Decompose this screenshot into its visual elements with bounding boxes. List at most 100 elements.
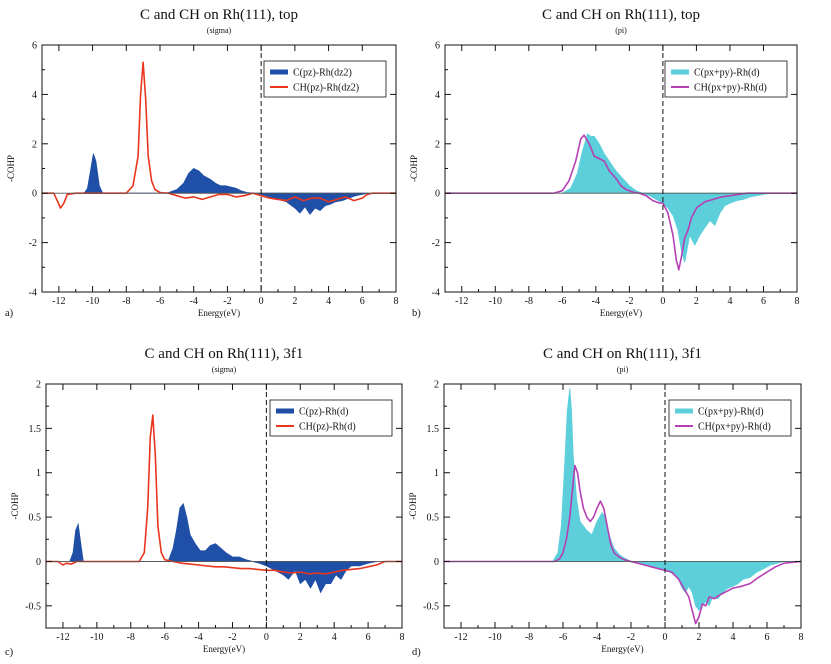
y-tick-label: 0 bbox=[32, 189, 37, 200]
y-axis-label: -COHP bbox=[6, 155, 16, 182]
series-line-1 bbox=[46, 414, 402, 575]
chart-subtitle: (sigma) bbox=[212, 365, 237, 374]
x-tick-label: -12 bbox=[454, 632, 467, 643]
x-axis-label: Energy(eV) bbox=[203, 644, 245, 654]
chart-title: C and CH on Rh(111), top bbox=[542, 7, 700, 23]
x-tick-label: 8 bbox=[795, 296, 800, 307]
panel-b: C and CH on Rh(111), top (pi) -12 -10 -8 -6 -4… bbox=[409, 7, 800, 319]
y-tick-label: -0.5 bbox=[423, 601, 439, 612]
series-line-1 bbox=[445, 134, 797, 271]
y-tick-label: 0 bbox=[435, 189, 440, 200]
y-tick-label: 1 bbox=[434, 468, 439, 479]
x-tick-label: -2 bbox=[625, 296, 633, 307]
x-tick-label: 4 bbox=[326, 296, 331, 307]
x-tick-label: -6 bbox=[156, 296, 164, 307]
x-tick-label: 0 bbox=[264, 632, 269, 643]
x-tick-label: 0 bbox=[663, 632, 668, 643]
panel-d: C and CH on Rh(111), 3f1 (pi) -12 -10 -8 -6 -4… bbox=[408, 346, 804, 658]
x-tick-label: 4 bbox=[731, 632, 736, 643]
x-tick-label: -6 bbox=[559, 632, 567, 643]
x-tick-label: 8 bbox=[799, 632, 804, 643]
legend-box bbox=[664, 60, 788, 98]
x-tick-label: -10 bbox=[489, 296, 502, 307]
legend-label: C(px+py)-Rh(d) bbox=[694, 68, 760, 79]
x-tick-label: -4 bbox=[592, 296, 600, 307]
plot-frame bbox=[443, 383, 802, 629]
x-tick-label: -12 bbox=[52, 296, 65, 307]
x-tick-label: -4 bbox=[194, 632, 202, 643]
legend-label: C(pz)-Rh(d) bbox=[299, 407, 348, 418]
x-tick-label: 2 bbox=[298, 632, 303, 643]
x-tick-label: 8 bbox=[394, 296, 399, 307]
series-area-0 bbox=[69, 502, 377, 594]
x-tick-label: -2 bbox=[627, 632, 635, 643]
legend: C(pz)-Rh(d) CH(pz)-Rh(d) bbox=[269, 399, 393, 437]
plot-frame bbox=[45, 383, 403, 629]
legend-label: CH(px+py)-Rh(d) bbox=[694, 83, 767, 94]
panel-a: C and CH on Rh(111), top (sigma) -12 -10 -8 -… bbox=[5, 7, 399, 319]
y-tick-label: 2 bbox=[32, 139, 37, 150]
x-tick-label: 6 bbox=[366, 632, 371, 643]
legend: C(px+py)-Rh(d) CH(px+py)-Rh(d) bbox=[664, 60, 788, 98]
y-axis-label: -COHP bbox=[409, 155, 419, 182]
x-tick-label: 0 bbox=[660, 296, 665, 307]
plot-area bbox=[444, 388, 801, 625]
series-line-1 bbox=[444, 464, 801, 625]
chart-subtitle: (pi) bbox=[617, 365, 629, 374]
y-axis-label: -COHP bbox=[10, 492, 20, 519]
chart-title: C and CH on Rh(111), 3f1 bbox=[145, 346, 304, 362]
x-tick-label: 4 bbox=[727, 296, 732, 307]
series-line-1 bbox=[42, 61, 396, 209]
y-tick-label: 6 bbox=[435, 41, 440, 52]
x-tick-label: 6 bbox=[761, 296, 766, 307]
x-axis-label: Energy(eV) bbox=[600, 308, 642, 318]
y-tick-label: 1.5 bbox=[427, 424, 440, 435]
legend-box bbox=[668, 399, 792, 437]
x-tick-label: -2 bbox=[228, 632, 236, 643]
y-tick-label: 6 bbox=[32, 41, 37, 52]
legend-label: CH(pz)-Rh(dz2) bbox=[293, 83, 359, 94]
x-tick-label: 0 bbox=[259, 296, 264, 307]
x-tick-label: 2 bbox=[292, 296, 297, 307]
chart-subtitle: (pi) bbox=[615, 26, 627, 35]
legend-box bbox=[263, 60, 387, 98]
y-tick-label: -4 bbox=[432, 288, 440, 299]
y-tick-label: 0 bbox=[36, 557, 41, 568]
y-tick-label: 4 bbox=[435, 90, 440, 101]
legend-label: CH(pz)-Rh(d) bbox=[299, 422, 356, 433]
y-tick-label: 0.5 bbox=[427, 513, 440, 524]
panel-label: a) bbox=[5, 308, 14, 319]
x-tick-label: -10 bbox=[86, 296, 99, 307]
y-tick-label: -0.5 bbox=[25, 601, 41, 612]
legend-label: CH(px+py)-Rh(d) bbox=[698, 422, 771, 433]
x-tick-label: -6 bbox=[160, 632, 168, 643]
series-area-0 bbox=[560, 133, 797, 263]
x-tick-label: -12 bbox=[56, 632, 69, 643]
y-tick-label: 2 bbox=[36, 380, 41, 391]
y-tick-label: 1 bbox=[36, 468, 41, 479]
legend: C(pz)-Rh(dz2) CH(pz)-Rh(dz2) bbox=[263, 60, 387, 98]
x-axis-label: Energy(eV) bbox=[198, 308, 240, 318]
x-tick-label: 8 bbox=[400, 632, 405, 643]
legend: C(px+py)-Rh(d) CH(px+py)-Rh(d) bbox=[668, 399, 792, 437]
panel-label: b) bbox=[412, 308, 421, 319]
chart-subtitle: (sigma) bbox=[207, 26, 232, 35]
x-tick-label: 6 bbox=[765, 632, 770, 643]
chart-title: C and CH on Rh(111), 3f1 bbox=[543, 346, 702, 362]
x-tick-label: -12 bbox=[455, 296, 468, 307]
y-axis-label: -COHP bbox=[408, 492, 418, 519]
x-tick-label: 6 bbox=[360, 296, 365, 307]
y-tick-label: 4 bbox=[32, 90, 37, 101]
x-tick-label: -10 bbox=[488, 632, 501, 643]
y-tick-label: 0.5 bbox=[29, 513, 42, 524]
x-tick-label: -8 bbox=[525, 296, 533, 307]
x-axis-label: Energy(eV) bbox=[601, 644, 643, 654]
x-tick-label: -8 bbox=[127, 632, 135, 643]
legend-box bbox=[269, 399, 393, 437]
x-tick-label: 2 bbox=[697, 632, 702, 643]
x-tick-label: 2 bbox=[694, 296, 699, 307]
x-tick-label: -4 bbox=[190, 296, 198, 307]
y-tick-label: 1.5 bbox=[29, 424, 42, 435]
panel-label: d) bbox=[412, 647, 421, 658]
